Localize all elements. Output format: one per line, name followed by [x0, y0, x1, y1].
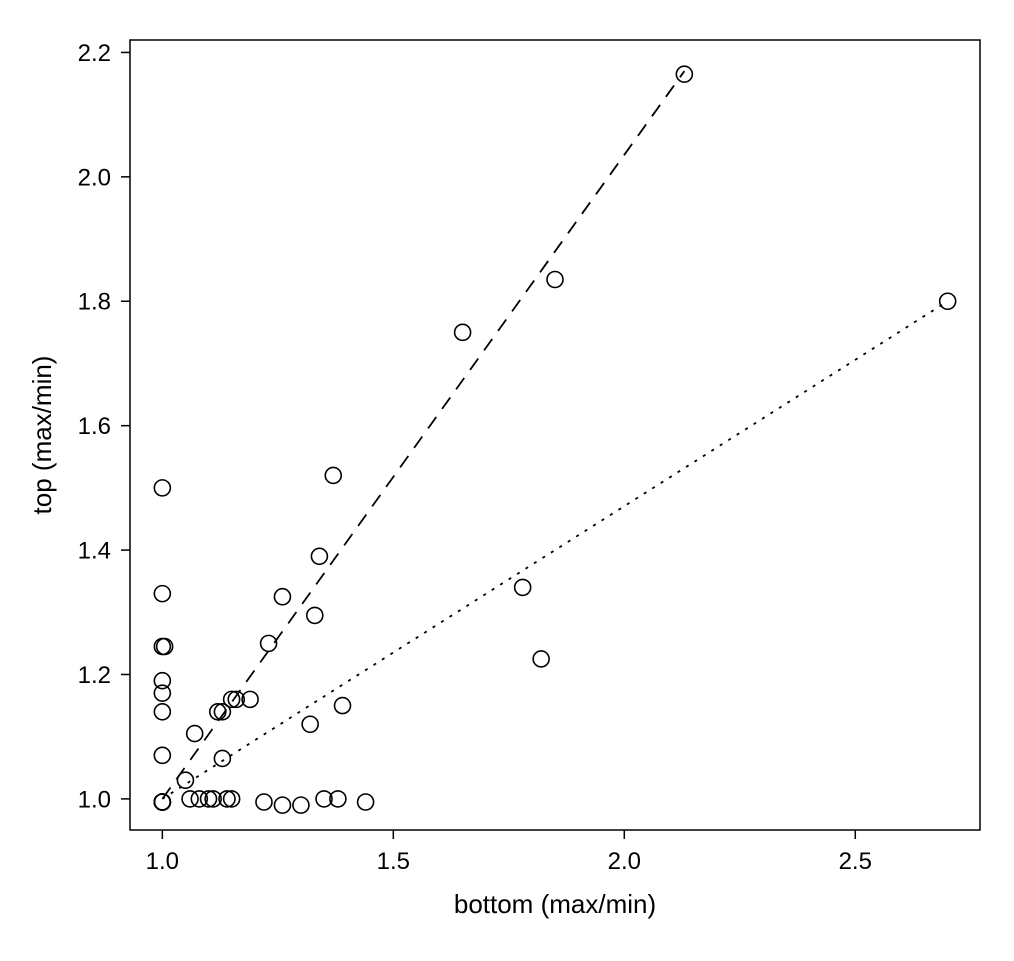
- x-tick-label: 2.0: [608, 848, 641, 875]
- x-axis-label: bottom (max/min): [454, 889, 656, 919]
- y-tick-label: 1.0: [78, 786, 111, 813]
- x-tick-label: 2.5: [839, 848, 872, 875]
- y-tick-label: 1.6: [78, 413, 111, 440]
- y-tick-label: 2.0: [78, 164, 111, 191]
- scatter-chart: 1.0 1.5 2.0 2.5 1.0 1.2 1.4 1.6 1.8 2.0 2.2 bottom …: [0, 0, 1014, 961]
- y-axis-label: top (max/min): [27, 356, 57, 515]
- y-tick-label: 1.2: [78, 662, 111, 689]
- chart-svg: 1.0 1.5 2.0 2.5 1.0 1.2 1.4 1.6 1.8 2.0 2.2 bottom …: [0, 0, 1014, 961]
- x-tick-label: 1.0: [146, 848, 179, 875]
- y-tick-label: 2.2: [78, 40, 111, 67]
- x-tick-label: 1.5: [377, 848, 410, 875]
- y-tick-label: 1.4: [78, 537, 111, 564]
- y-tick-label: 1.8: [78, 289, 111, 316]
